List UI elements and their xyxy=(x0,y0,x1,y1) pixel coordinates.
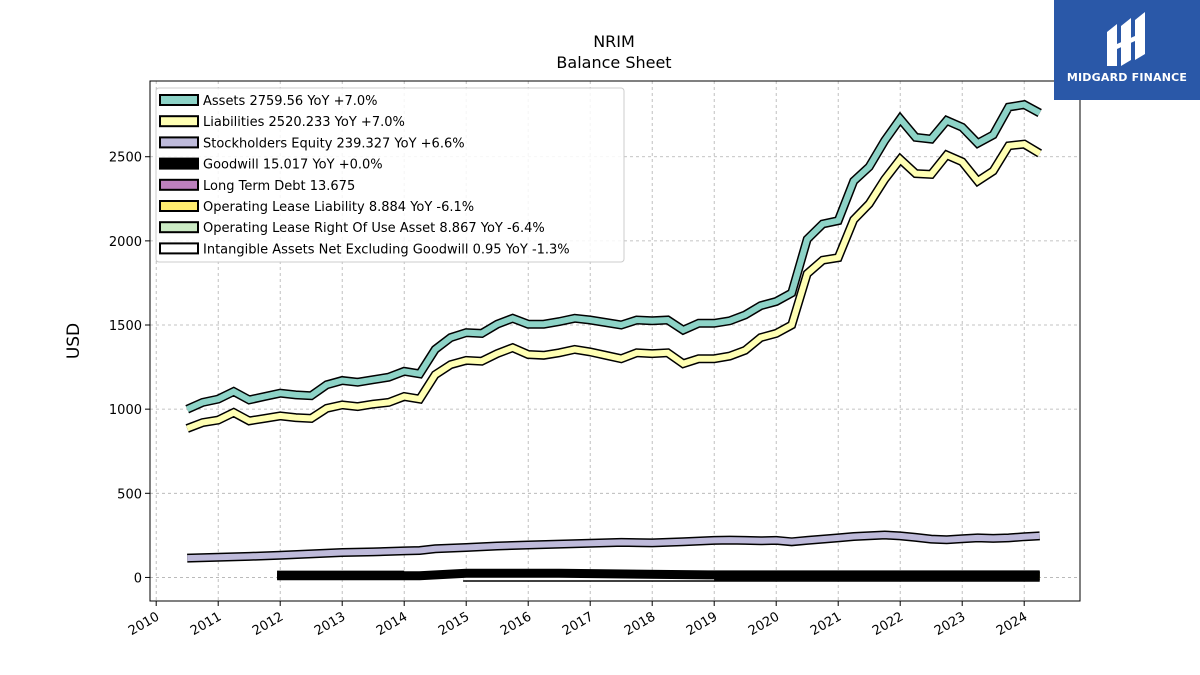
legend-entry: Assets 2759.56 YoY +7.0% xyxy=(159,94,378,109)
y-tick-label: 1500 xyxy=(109,319,142,334)
legend-entry: Stockholders Equity 239.327 YoY +6.6% xyxy=(159,136,465,151)
x-tick-label: 2011 xyxy=(188,609,224,639)
legend-entry: Liabilities 2520.233 YoY +7.0% xyxy=(159,115,405,130)
legend-swatch xyxy=(159,221,199,234)
legend-swatch xyxy=(159,94,199,106)
series-goodwill xyxy=(277,568,1040,581)
x-tick-label: 2022 xyxy=(870,609,906,639)
chart-title: NRIM xyxy=(593,32,635,51)
series-line xyxy=(185,101,1042,412)
legend-entry: Operating Lease Liability 8.884 YoY -6.1… xyxy=(159,200,474,215)
x-tick-label: 2020 xyxy=(746,609,782,639)
legend-label: Stockholders Equity 239.327 YoY +6.6% xyxy=(203,136,465,151)
x-tick-label: 2021 xyxy=(808,609,844,639)
legend-label: Liabilities 2520.233 YoY +7.0% xyxy=(203,115,405,130)
y-tick-label: 500 xyxy=(117,487,142,502)
series-liabilities xyxy=(185,139,1043,433)
series-line xyxy=(277,570,1040,579)
series-stockholders-equity xyxy=(187,530,1040,563)
legend-entry: Intangible Assets Net Excluding Goodwill… xyxy=(159,242,570,257)
midgard-finance-logo: MIDGARD FINANCE xyxy=(1054,0,1200,100)
x-tick-label: 2024 xyxy=(994,609,1030,639)
x-tick-label: 2012 xyxy=(250,609,286,639)
legend-label: Assets 2759.56 YoY +7.0% xyxy=(203,94,378,109)
x-tick-label: 2014 xyxy=(374,609,410,639)
legend-label: Goodwill 15.017 YoY +0.0% xyxy=(203,158,383,173)
legend-swatch xyxy=(159,178,199,191)
x-tick-label: 2013 xyxy=(312,609,348,639)
x-tick-label: 2016 xyxy=(498,609,534,639)
legend-label: Operating Lease Right Of Use Asset 8.867… xyxy=(203,221,545,236)
logo-name: MIDGARD FINANCE xyxy=(1066,71,1188,84)
legend-swatch xyxy=(159,136,199,149)
legend-entry: Operating Lease Right Of Use Asset 8.867… xyxy=(159,221,545,236)
legend: Assets 2759.56 YoY +7.0% Liabilities 2520… xyxy=(155,87,625,263)
chart-subtitle: Balance Sheet xyxy=(556,53,671,72)
legend-swatch xyxy=(159,157,199,170)
legend-box xyxy=(155,87,625,263)
series-assets xyxy=(185,99,1042,414)
legend-label: Intangible Assets Net Excluding Goodwill… xyxy=(203,242,570,257)
x-tick-label: 2017 xyxy=(560,609,596,639)
series-lines xyxy=(185,99,1043,582)
legend-swatch xyxy=(159,200,199,212)
plot-frame xyxy=(149,80,1081,602)
y-axis-label: USD xyxy=(64,323,84,359)
y-tick-label: 0 xyxy=(134,571,142,586)
x-tick-label: 2010 xyxy=(126,609,162,639)
legend-swatch xyxy=(159,115,199,128)
x-tick-label: 2018 xyxy=(622,609,658,639)
y-tick-label: 2000 xyxy=(109,235,142,250)
legend-entry: Long Term Debt 13.675 xyxy=(159,178,355,194)
y-tick-label: 2500 xyxy=(109,151,142,166)
y-tick-label: 1000 xyxy=(109,403,142,418)
legend-entry: Goodwill 15.017 YoY +0.0% xyxy=(159,157,383,173)
x-tick-label: 2015 xyxy=(436,609,472,639)
legend-label: Operating Lease Liability 8.884 YoY -6.1… xyxy=(203,200,474,215)
logo-mark-icon xyxy=(1107,12,1145,66)
legend-swatch xyxy=(159,242,199,255)
series-line xyxy=(187,531,1040,562)
legend-label: Long Term Debt 13.675 xyxy=(203,179,355,194)
x-tick-label: 2023 xyxy=(932,609,968,639)
series-line xyxy=(186,141,1042,432)
x-tick-label: 2019 xyxy=(684,609,720,639)
